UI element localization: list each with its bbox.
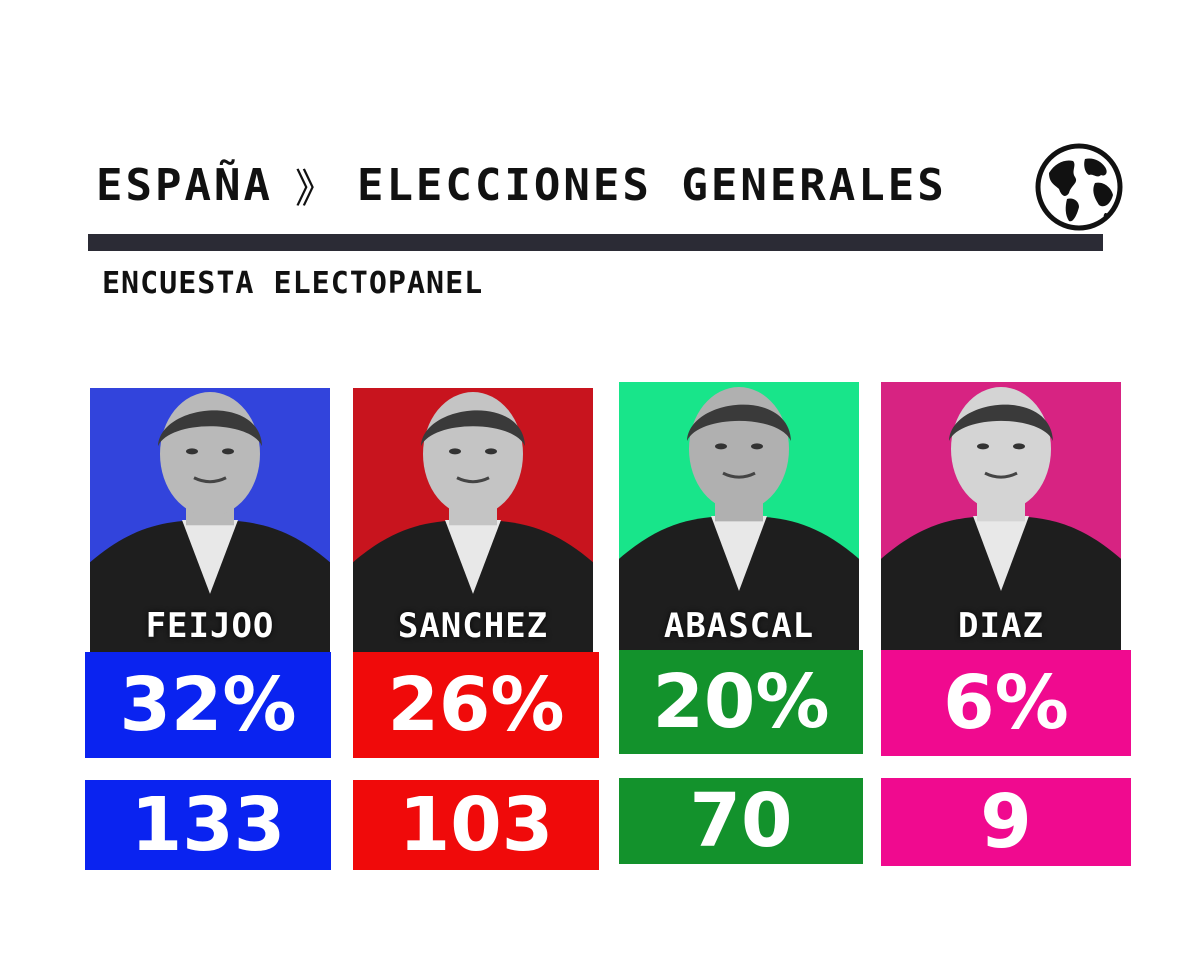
candidate-portrait-sanchez bbox=[353, 392, 593, 652]
photo-diaz bbox=[881, 382, 1121, 650]
candidate-portrait-feijoo bbox=[90, 392, 330, 652]
candidate-name-feijoo: FEIJOO bbox=[145, 606, 275, 646]
vote-share-sanchez: 26% bbox=[353, 652, 599, 758]
globe-icon bbox=[1035, 143, 1123, 231]
photo-feijoo bbox=[90, 388, 330, 652]
candidate-name-sanchez: SANCHEZ bbox=[397, 606, 549, 646]
header-divider bbox=[88, 234, 1103, 251]
candidate-portrait-abascal bbox=[619, 387, 859, 650]
page-title: ESPAÑA 》 ELECCIONES GENERALES bbox=[96, 150, 947, 220]
candidate-portrait-diaz bbox=[881, 387, 1121, 650]
country-label: ESPAÑA bbox=[96, 159, 273, 211]
vote-share-diaz: 6% bbox=[881, 650, 1131, 756]
candidate-name-diaz: DIAZ bbox=[958, 606, 1044, 646]
seats-abascal: 70 bbox=[619, 778, 863, 864]
vote-share-abascal: 20% bbox=[619, 650, 863, 754]
photo-sanchez bbox=[353, 388, 593, 652]
vote-share-feijoo: 32% bbox=[85, 652, 331, 758]
poll-subtitle: ENCUESTA ELECTOPANEL bbox=[102, 266, 484, 301]
seats-sanchez: 103 bbox=[353, 780, 599, 870]
election-title: ELECCIONES GENERALES bbox=[356, 159, 947, 211]
seats-diaz: 9 bbox=[881, 778, 1131, 866]
breadcrumb-separator: 》 bbox=[294, 166, 335, 212]
photo-abascal bbox=[619, 382, 859, 650]
seats-feijoo: 133 bbox=[85, 780, 331, 870]
candidate-name-abascal: ABASCAL bbox=[663, 606, 815, 646]
